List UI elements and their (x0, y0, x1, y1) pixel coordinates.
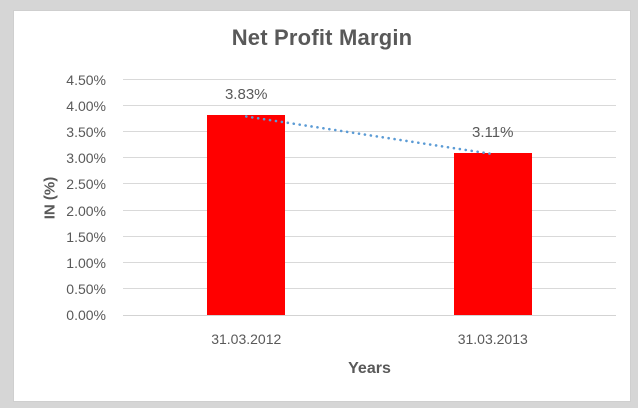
trendline (244, 115, 495, 156)
chart-area: Net Profit Margin IN (%) 0.00% 0.50% 1.00%… (13, 10, 631, 402)
gridline (123, 157, 616, 159)
y-tick-label: 3.50% (66, 124, 106, 141)
x-axis-labels: 31.03.2012 31.03.2013 (123, 331, 616, 351)
x-axis-line (123, 315, 616, 316)
y-tick-label: 1.00% (66, 254, 106, 271)
y-tick-label: 0.00% (66, 307, 106, 323)
y-tick-label: 0.50% (66, 280, 106, 297)
x-axis-title: Years (348, 360, 391, 377)
bar-31.03.2012 (207, 115, 286, 315)
bar-value-label: 3.83% (224, 85, 268, 103)
bar-31.03.2013 (453, 152, 532, 315)
y-tick-label: 2.50% (66, 176, 106, 193)
bar-value-label: 3.11% (472, 123, 514, 141)
x-category-label: 31.03.2013 (457, 331, 528, 347)
y-tick-label: 4.00% (66, 98, 106, 115)
plot-area: 3.83% 3.11% (123, 79, 616, 316)
y-tick-label: 2.00% (66, 202, 106, 219)
gridline (123, 105, 616, 107)
y-tick-label: 1.50% (66, 228, 106, 245)
gridline (123, 287, 616, 289)
y-tick-label: 4.50% (66, 72, 106, 88)
gridline (123, 261, 616, 263)
gridline (123, 235, 616, 237)
x-category-label: 31.03.2012 (211, 331, 282, 347)
gridline (123, 183, 616, 185)
gridline (123, 209, 616, 211)
chart-title: Net Profit Margin (231, 25, 413, 50)
y-tick-label: 3.00% (66, 150, 106, 167)
y-axis-ticks: 0.00% 0.50% 1.00% 1.50% 2.00% 2.50% 3.00% 3.50%… (14, 11, 106, 401)
gridline (123, 79, 616, 80)
